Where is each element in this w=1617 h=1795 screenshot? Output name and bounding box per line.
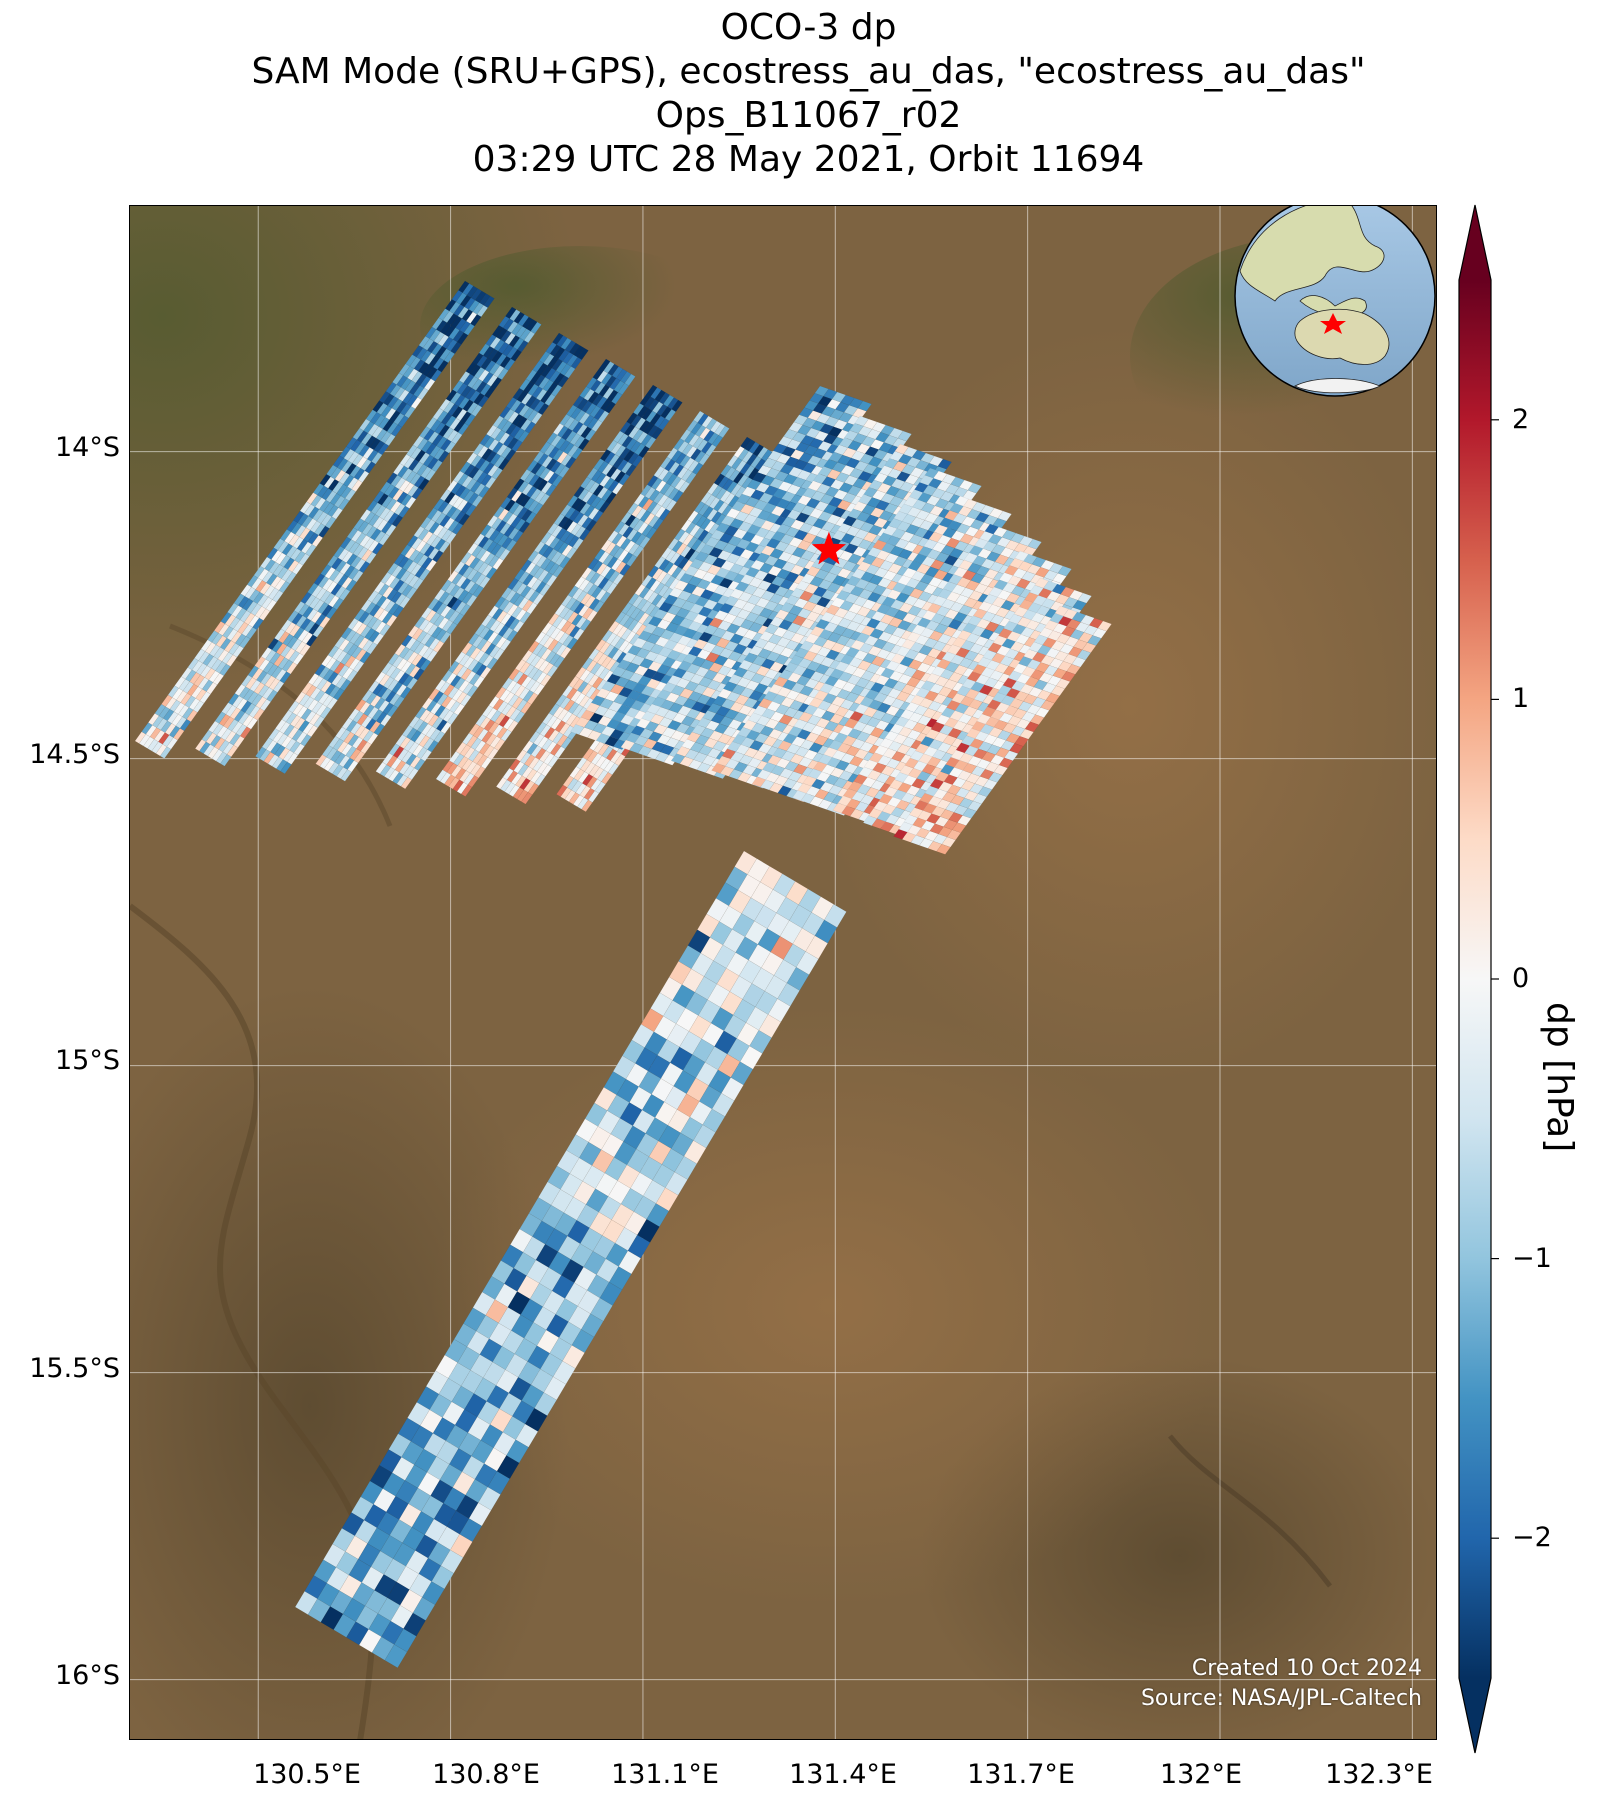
lon-tick-label: 131.1°E [611,1759,719,1790]
lon-tick-label: 131.4°E [789,1759,897,1790]
lat-tick-label: 14°S [55,432,120,463]
title-line-1: OCO-3 dp [720,7,897,48]
lat-tick-label: 16°S [55,1660,120,1691]
sounding-cell [581,799,593,813]
sounding-cell [384,1644,408,1669]
sounding-cell [460,784,473,797]
sounding-cell [220,754,232,767]
sounding-swaths [134,280,1112,1669]
sounding-cell [280,761,292,775]
map-canvas [130,206,1436,1739]
inset-globe [1234,206,1436,397]
source-credit: Source: NASA/JPL-Caltech [1140,1686,1422,1711]
title-line-4: 03:29 UTC 28 May 2021, Orbit 11694 [472,139,1145,180]
sounding-cell [340,769,352,782]
title-line-3: Ops_B11067_r02 [655,95,962,136]
lon-tick-label: 132°E [1159,1759,1243,1790]
colorbar-extend-min [1459,1678,1491,1753]
lat-tick-label: 15.5°S [29,1353,120,1384]
lon-tick-label: 132.3°E [1325,1759,1433,1790]
colorbar-extend-max [1459,205,1491,280]
lon-tick-label: 130.5°E [253,1759,361,1790]
lat-tick-label: 15°S [55,1045,120,1076]
sounding-cell [400,776,413,790]
sounding-cell [521,792,533,805]
created-credit: Created 10 Oct 2024 [1191,1656,1422,1681]
lon-tick-label: 130.8°E [432,1759,540,1790]
lon-tick-label: 131.7°E [967,1759,1075,1790]
sounding-cell [159,746,172,759]
colorbar-gradient [1459,280,1491,1678]
title-line-2: SAM Mode (SRU+GPS), ecostress_au_das, "e… [251,51,1366,92]
lat-tick-label: 14.5°S [29,739,120,770]
map-panel[interactable]: Created 10 Oct 2024 Source: NASA/JPL-Cal… [129,205,1437,1740]
